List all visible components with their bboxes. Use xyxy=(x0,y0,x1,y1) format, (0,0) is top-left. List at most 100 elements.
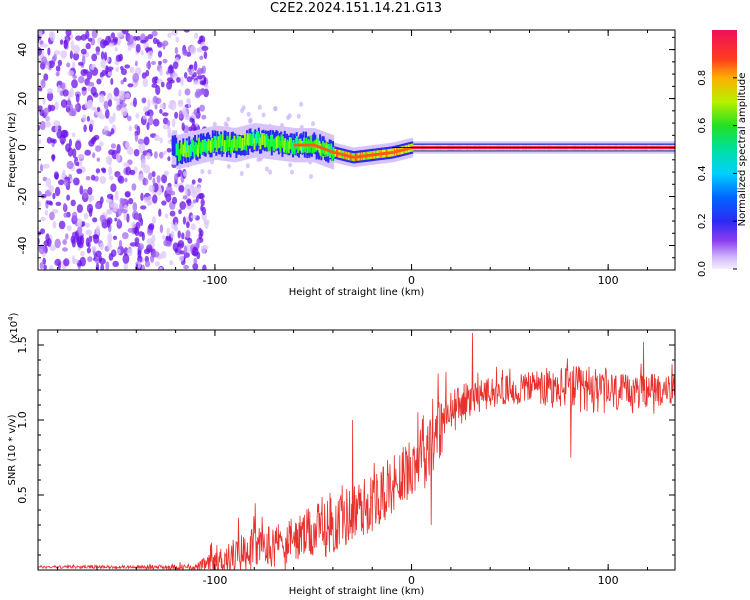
noise-blob xyxy=(121,106,128,117)
track-mid xyxy=(264,135,267,148)
track-mid xyxy=(193,145,196,157)
track-mid xyxy=(175,143,178,156)
track-core xyxy=(352,155,355,159)
noise-blob xyxy=(198,88,206,95)
track-mid xyxy=(235,139,238,152)
track-mid xyxy=(281,136,284,148)
noise-blob xyxy=(66,62,71,68)
noise-blob xyxy=(129,66,135,74)
noise-blob xyxy=(107,233,113,243)
noise-blob xyxy=(273,106,278,112)
noise-blob xyxy=(132,72,140,83)
noise-blob xyxy=(73,44,80,55)
noise-blob xyxy=(141,158,146,167)
noise-blob xyxy=(122,253,130,264)
noise-blob xyxy=(54,258,62,266)
heatmap-y-axis-label: Frequency (Hz) xyxy=(7,112,18,188)
track-outer xyxy=(171,135,174,156)
noise-blob xyxy=(155,97,162,105)
noise-blob xyxy=(160,81,165,88)
y-tick-label: 1.5 xyxy=(16,336,29,354)
track-core xyxy=(311,143,314,147)
noise-blob xyxy=(112,260,119,268)
noise-blob xyxy=(171,118,176,128)
track-core xyxy=(324,147,327,151)
track-core xyxy=(313,143,316,147)
noise-blob xyxy=(178,255,184,262)
noise-blob xyxy=(49,211,55,221)
noise-blob xyxy=(172,72,178,80)
noise-blob xyxy=(127,115,132,122)
noise-blob xyxy=(99,257,106,265)
noise-blob xyxy=(147,200,151,206)
track-mid xyxy=(222,140,225,153)
track-core xyxy=(319,146,322,149)
y-tick-label: 0 xyxy=(16,144,29,151)
track-core xyxy=(362,154,364,158)
noise-blob xyxy=(163,239,169,247)
track-core xyxy=(334,151,337,155)
noise-blob xyxy=(173,181,179,188)
noise-blob xyxy=(38,30,43,38)
noise-blob xyxy=(57,59,63,67)
track-mid xyxy=(238,136,241,149)
track-mid xyxy=(278,136,281,149)
track-mid xyxy=(198,137,200,150)
noise-blob xyxy=(108,149,115,156)
noise-blob xyxy=(162,150,168,155)
noise-blob xyxy=(181,232,185,240)
noise-blob xyxy=(55,71,60,77)
track-core xyxy=(329,149,331,153)
noise-blob xyxy=(55,65,61,72)
track-core xyxy=(382,152,385,156)
track-mid xyxy=(228,135,231,148)
noise-blob xyxy=(75,93,80,103)
track-mid xyxy=(316,138,318,151)
noise-blob xyxy=(197,185,201,194)
noise-blob xyxy=(33,116,37,123)
noise-blob xyxy=(186,221,190,229)
noise-blob xyxy=(71,211,78,222)
noise-blob xyxy=(248,117,253,123)
noise-blob xyxy=(190,45,197,55)
noise-blob xyxy=(38,139,42,144)
noise-blob xyxy=(201,45,209,52)
noise-blob xyxy=(33,263,37,269)
noise-blob xyxy=(79,185,84,195)
track-mid xyxy=(253,138,256,150)
noise-blob xyxy=(199,80,206,86)
noise-blob xyxy=(109,175,114,181)
track-mid xyxy=(179,148,182,161)
noise-blob xyxy=(199,55,204,61)
noise-blob xyxy=(107,240,112,251)
noise-blob xyxy=(158,151,164,159)
noise-blob xyxy=(146,244,153,253)
noise-blob xyxy=(108,42,115,47)
noise-blob xyxy=(68,110,76,117)
noise-blob xyxy=(105,155,113,165)
track-mid xyxy=(209,140,212,153)
track-mid xyxy=(237,135,239,148)
track-mid xyxy=(187,145,190,157)
noise-blob xyxy=(95,225,101,236)
noise-blob xyxy=(200,169,205,175)
noise-blob xyxy=(87,37,93,42)
noise-blob xyxy=(167,32,172,38)
noise-blob xyxy=(67,98,71,108)
track-mid xyxy=(214,136,217,148)
track-outer xyxy=(172,136,175,157)
track-mid xyxy=(255,131,258,144)
noise-blob xyxy=(201,114,207,120)
track-mid xyxy=(257,131,259,143)
track-core xyxy=(400,148,403,152)
line-x-axis-label: Height of straight line (km) xyxy=(289,586,425,597)
noise-blob xyxy=(41,78,46,89)
track-core xyxy=(390,151,393,154)
track-core xyxy=(402,148,405,152)
noise-blob xyxy=(137,261,141,269)
noise-blob xyxy=(42,97,46,106)
track-core xyxy=(370,153,373,157)
noise-blob xyxy=(142,115,147,120)
noise-blob xyxy=(177,101,184,107)
track-mid xyxy=(194,141,197,154)
